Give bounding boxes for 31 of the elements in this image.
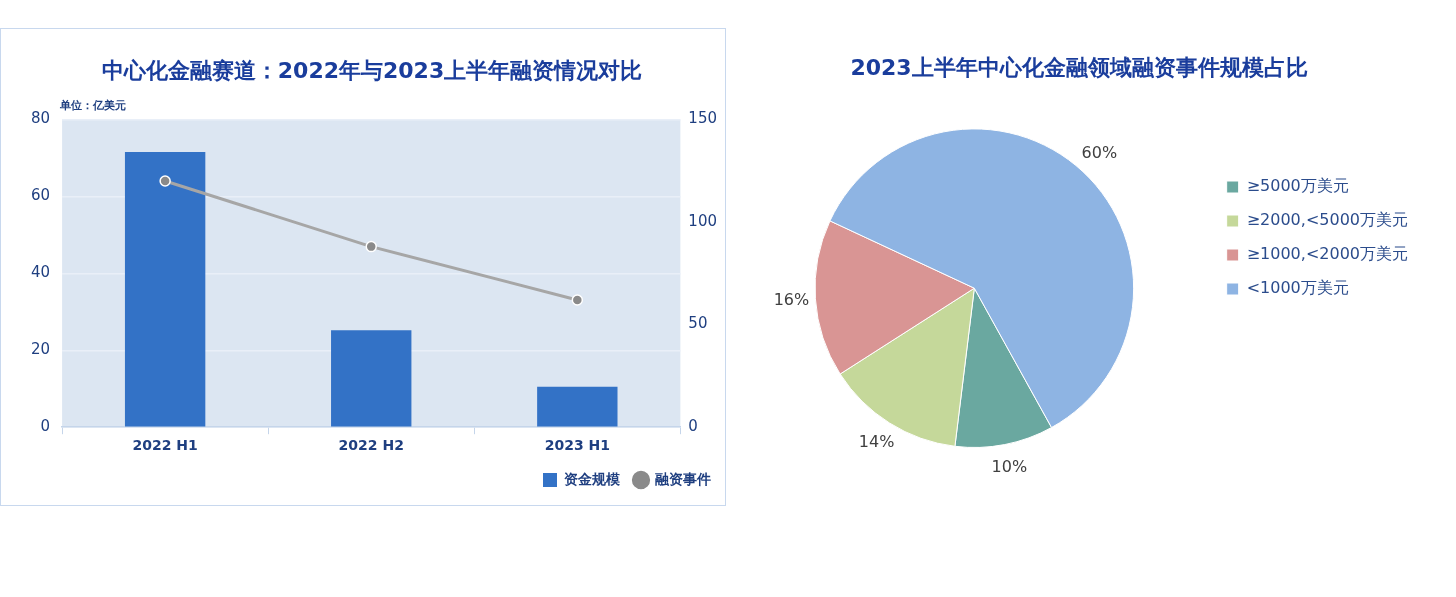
x-tick-label: 2022 H1 [132, 437, 198, 454]
data-label: 60% [1081, 143, 1118, 163]
legend-label: <1000万美元 [1246, 278, 1349, 298]
bar [331, 330, 412, 427]
data-label: 16% [773, 289, 810, 309]
y2-tick-label: 150 [688, 109, 718, 128]
point [159, 175, 171, 187]
chart-title: 中心化金融赛道：2022年与2023上半年融资情况对比 [101, 57, 643, 83]
y-axis-title: 单位：亿美元 [59, 98, 127, 112]
bar [124, 152, 206, 427]
legend-label: 资金规模 [564, 470, 621, 487]
legend-label: ≥1000,<2000万美元 [1246, 244, 1409, 264]
y2-tick-label: 100 [688, 211, 718, 230]
y-tick-label: 20 [30, 340, 51, 359]
x-tick-label: 2022 H2 [338, 437, 404, 454]
data-label: 14% [858, 432, 895, 452]
y-tick-label: 80 [30, 109, 51, 128]
point [571, 294, 584, 306]
legend-label: ≥5000万美元 [1246, 176, 1349, 196]
x-tick-label: 2023 H1 [544, 437, 610, 454]
chart-title: 2023上半年中心化金融领域融资事件规模占比 [850, 54, 1308, 80]
y2-tick-label: 0 [688, 417, 698, 436]
y-tick-label: 60 [30, 186, 51, 205]
legend-label: ≥2000,<5000万美元 [1246, 210, 1409, 230]
y2-tick-label: 50 [688, 314, 708, 333]
y-tick-label: 0 [40, 417, 51, 436]
data-label: 10% [991, 457, 1028, 477]
legend-label: 融资事件 [655, 470, 711, 487]
y-tick-label: 40 [30, 263, 51, 282]
bar [537, 386, 618, 427]
point [365, 240, 377, 253]
